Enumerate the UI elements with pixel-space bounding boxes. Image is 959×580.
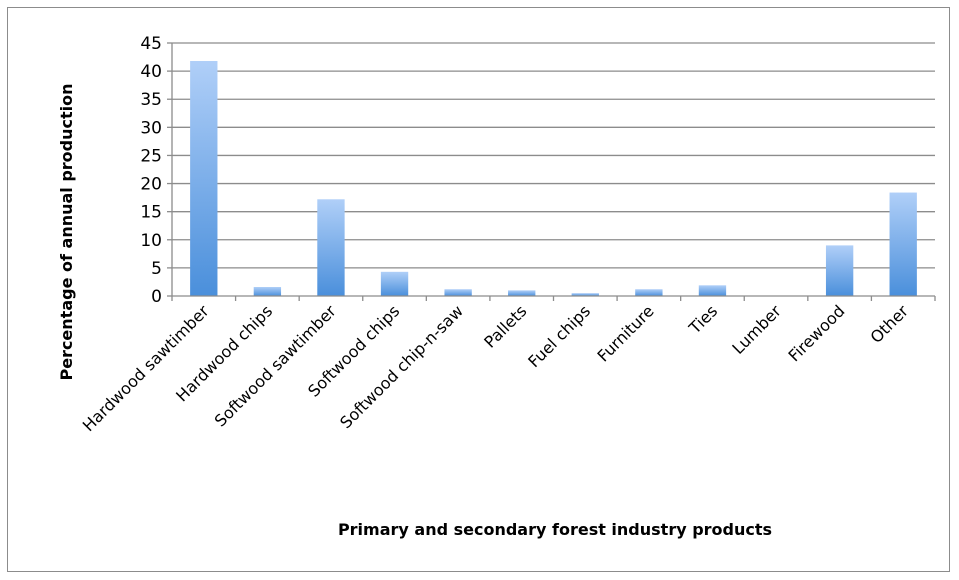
bar bbox=[444, 289, 472, 296]
y-axis-title: Percentage of annual production bbox=[57, 83, 76, 380]
x-tick-label: Firewood bbox=[785, 301, 849, 365]
bar bbox=[317, 199, 345, 296]
bar bbox=[889, 192, 917, 296]
x-tick-label: Fuel chips bbox=[524, 301, 594, 371]
gridlines bbox=[172, 42, 935, 269]
x-tick-label: Other bbox=[866, 301, 912, 347]
x-tick-label: Furniture bbox=[593, 301, 657, 365]
bar bbox=[380, 271, 409, 296]
y-tick-label: 45 bbox=[140, 34, 162, 54]
x-tick-label: Lumber bbox=[728, 301, 785, 358]
axes bbox=[171, 43, 935, 297]
bar bbox=[190, 60, 218, 296]
y-tick-label: 5 bbox=[151, 259, 162, 279]
y-tick-label: 35 bbox=[140, 90, 162, 110]
chart-frame bbox=[7, 7, 950, 572]
x-tick-label: Pallets bbox=[480, 301, 530, 351]
bar bbox=[698, 285, 727, 296]
y-tick-label: 25 bbox=[140, 146, 162, 166]
y-tick-labels: 0 5 10 15 20 25 30 35 40 45 bbox=[140, 34, 172, 307]
x-tick-label: Softwood sawtimber bbox=[211, 301, 340, 430]
bar bbox=[825, 245, 854, 296]
bar bbox=[571, 293, 599, 296]
bar bbox=[635, 289, 663, 296]
y-tick-label: 15 bbox=[140, 203, 162, 223]
x-tick-label: Softwood chip-n-saw bbox=[336, 301, 467, 432]
y-tick-label: 30 bbox=[140, 118, 162, 138]
x-tick-label: Ties bbox=[685, 301, 722, 338]
y-tick-label: 40 bbox=[140, 62, 162, 82]
bar bbox=[508, 290, 536, 296]
y-tick-label: 0 bbox=[151, 287, 162, 307]
bars bbox=[190, 60, 917, 296]
x-tick-label: Hardwood sawtimber bbox=[79, 301, 213, 435]
x-axis-title: Primary and secondary forest industry pr… bbox=[338, 520, 772, 539]
bar bbox=[253, 287, 282, 296]
y-tick-label: 10 bbox=[140, 231, 162, 251]
y-tick-label: 20 bbox=[140, 175, 162, 195]
